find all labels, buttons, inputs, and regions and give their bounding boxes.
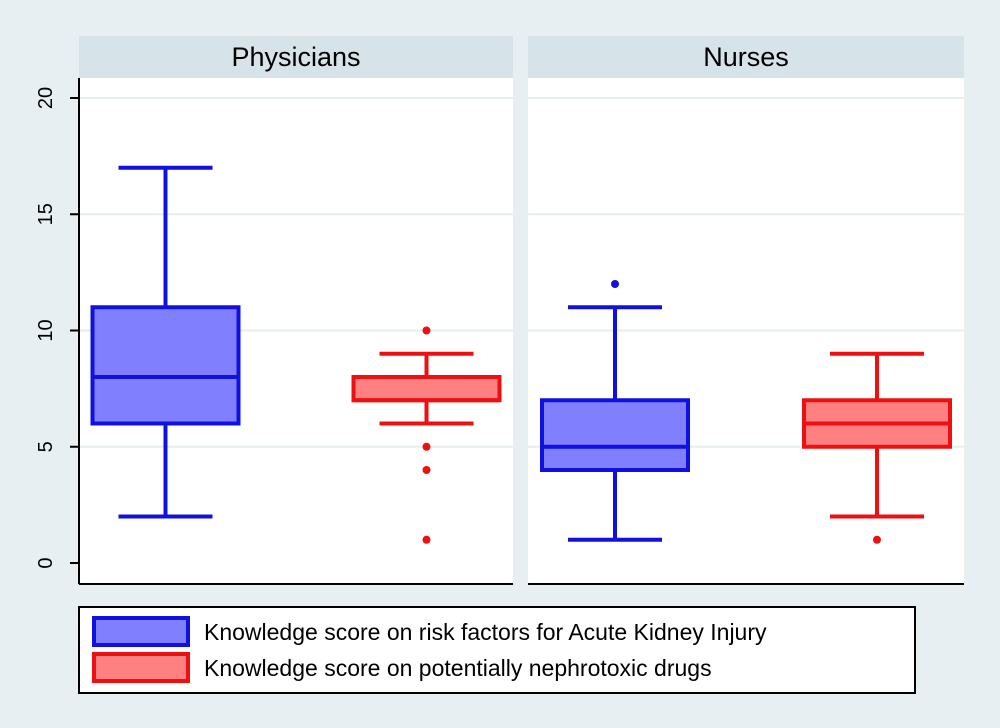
y-tick-label: 15 (35, 203, 57, 225)
box-iqr (90, 305, 241, 426)
y-tick-label: 10 (35, 319, 57, 341)
panel-title: Nurses (703, 42, 789, 72)
outlier-point (422, 326, 431, 335)
outlier-point (422, 535, 431, 544)
panel-0: Physicians (79, 36, 513, 585)
legend-swatch-1 (92, 652, 190, 683)
y-tick-label: 20 (35, 87, 57, 109)
outlier-point (422, 442, 431, 451)
box-1-0 (540, 280, 690, 542)
legend-label-1: Knowledge score on potentially nephrotox… (204, 655, 712, 681)
panel-title: Physicians (231, 42, 360, 72)
legend-label-0: Knowledge score on risk factors for Acut… (204, 619, 767, 645)
legend: Knowledge score on risk factors for Acut… (78, 606, 916, 694)
y-axis: 0 5 10 15 20 (35, 78, 80, 584)
outlier-point (422, 466, 431, 474)
box-0-1 (351, 326, 502, 544)
panel-header (79, 36, 513, 78)
legend-box (78, 606, 916, 694)
panel-header (528, 36, 964, 78)
box-iqr (540, 398, 690, 472)
outlier-point (611, 280, 619, 288)
box-iqr (351, 375, 502, 403)
box-1-1 (802, 351, 952, 544)
legend-swatch-0 (92, 616, 190, 647)
box-0-0 (90, 165, 241, 519)
panels: Physicians Nurses (79, 36, 964, 585)
outlier-point (873, 535, 881, 544)
panel-1: Nurses (528, 36, 964, 585)
y-tick-label: 5 (35, 441, 57, 452)
y-tick-label: 0 (35, 557, 57, 568)
